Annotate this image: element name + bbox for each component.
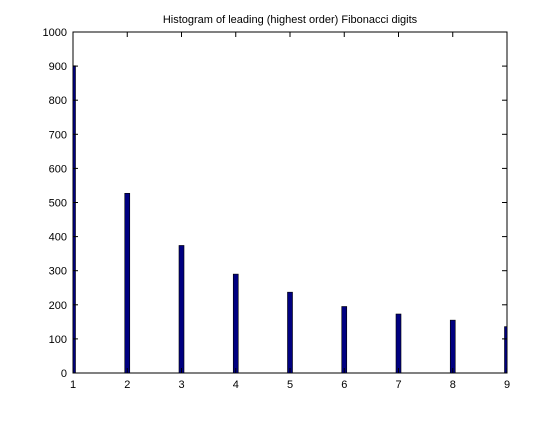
x-tick-label-2: 2 [124, 379, 130, 391]
bar-5 [287, 291, 293, 374]
x-tick-label-4: 4 [233, 379, 239, 391]
bar-9 [504, 326, 508, 374]
y-tick-label-200: 200 [49, 300, 67, 312]
bar-8 [449, 319, 456, 374]
y-tick-label-0: 0 [61, 368, 67, 380]
x-tick-label-8: 8 [450, 379, 456, 391]
y-tick-label-1000: 1000 [43, 27, 67, 39]
x-tick-label-9: 9 [504, 379, 510, 391]
x-tick-label-7: 7 [395, 379, 401, 391]
bar-3 [178, 245, 185, 374]
x-tick-label-1: 1 [70, 379, 76, 391]
y-tick-label-100: 100 [49, 334, 67, 346]
y-tick-label-700: 700 [49, 129, 67, 141]
y-tick-label-500: 500 [49, 198, 67, 210]
bar-7 [395, 313, 402, 374]
y-tick-label-400: 400 [49, 232, 67, 244]
bar-2 [124, 192, 131, 374]
y-axis: 0 100 200 300 400 500 600 700 800 900 1000 [43, 27, 507, 380]
bar-4 [232, 273, 239, 374]
y-tick-label-900: 900 [49, 61, 67, 73]
y-tick-label-800: 800 [49, 95, 67, 107]
y-tick-label-600: 600 [49, 163, 67, 175]
x-tick-label-6: 6 [341, 379, 347, 391]
chart-title: Histogram of leading (highest order) Fib… [163, 14, 418, 26]
y-tick-label-300: 300 [49, 266, 67, 278]
x-tick-label-5: 5 [287, 379, 293, 391]
bar-6 [341, 306, 348, 374]
x-tick-label-3: 3 [178, 379, 184, 391]
bar-1 [72, 65, 76, 374]
x-axis: 1 2 3 4 5 6 7 8 9 [70, 32, 510, 391]
